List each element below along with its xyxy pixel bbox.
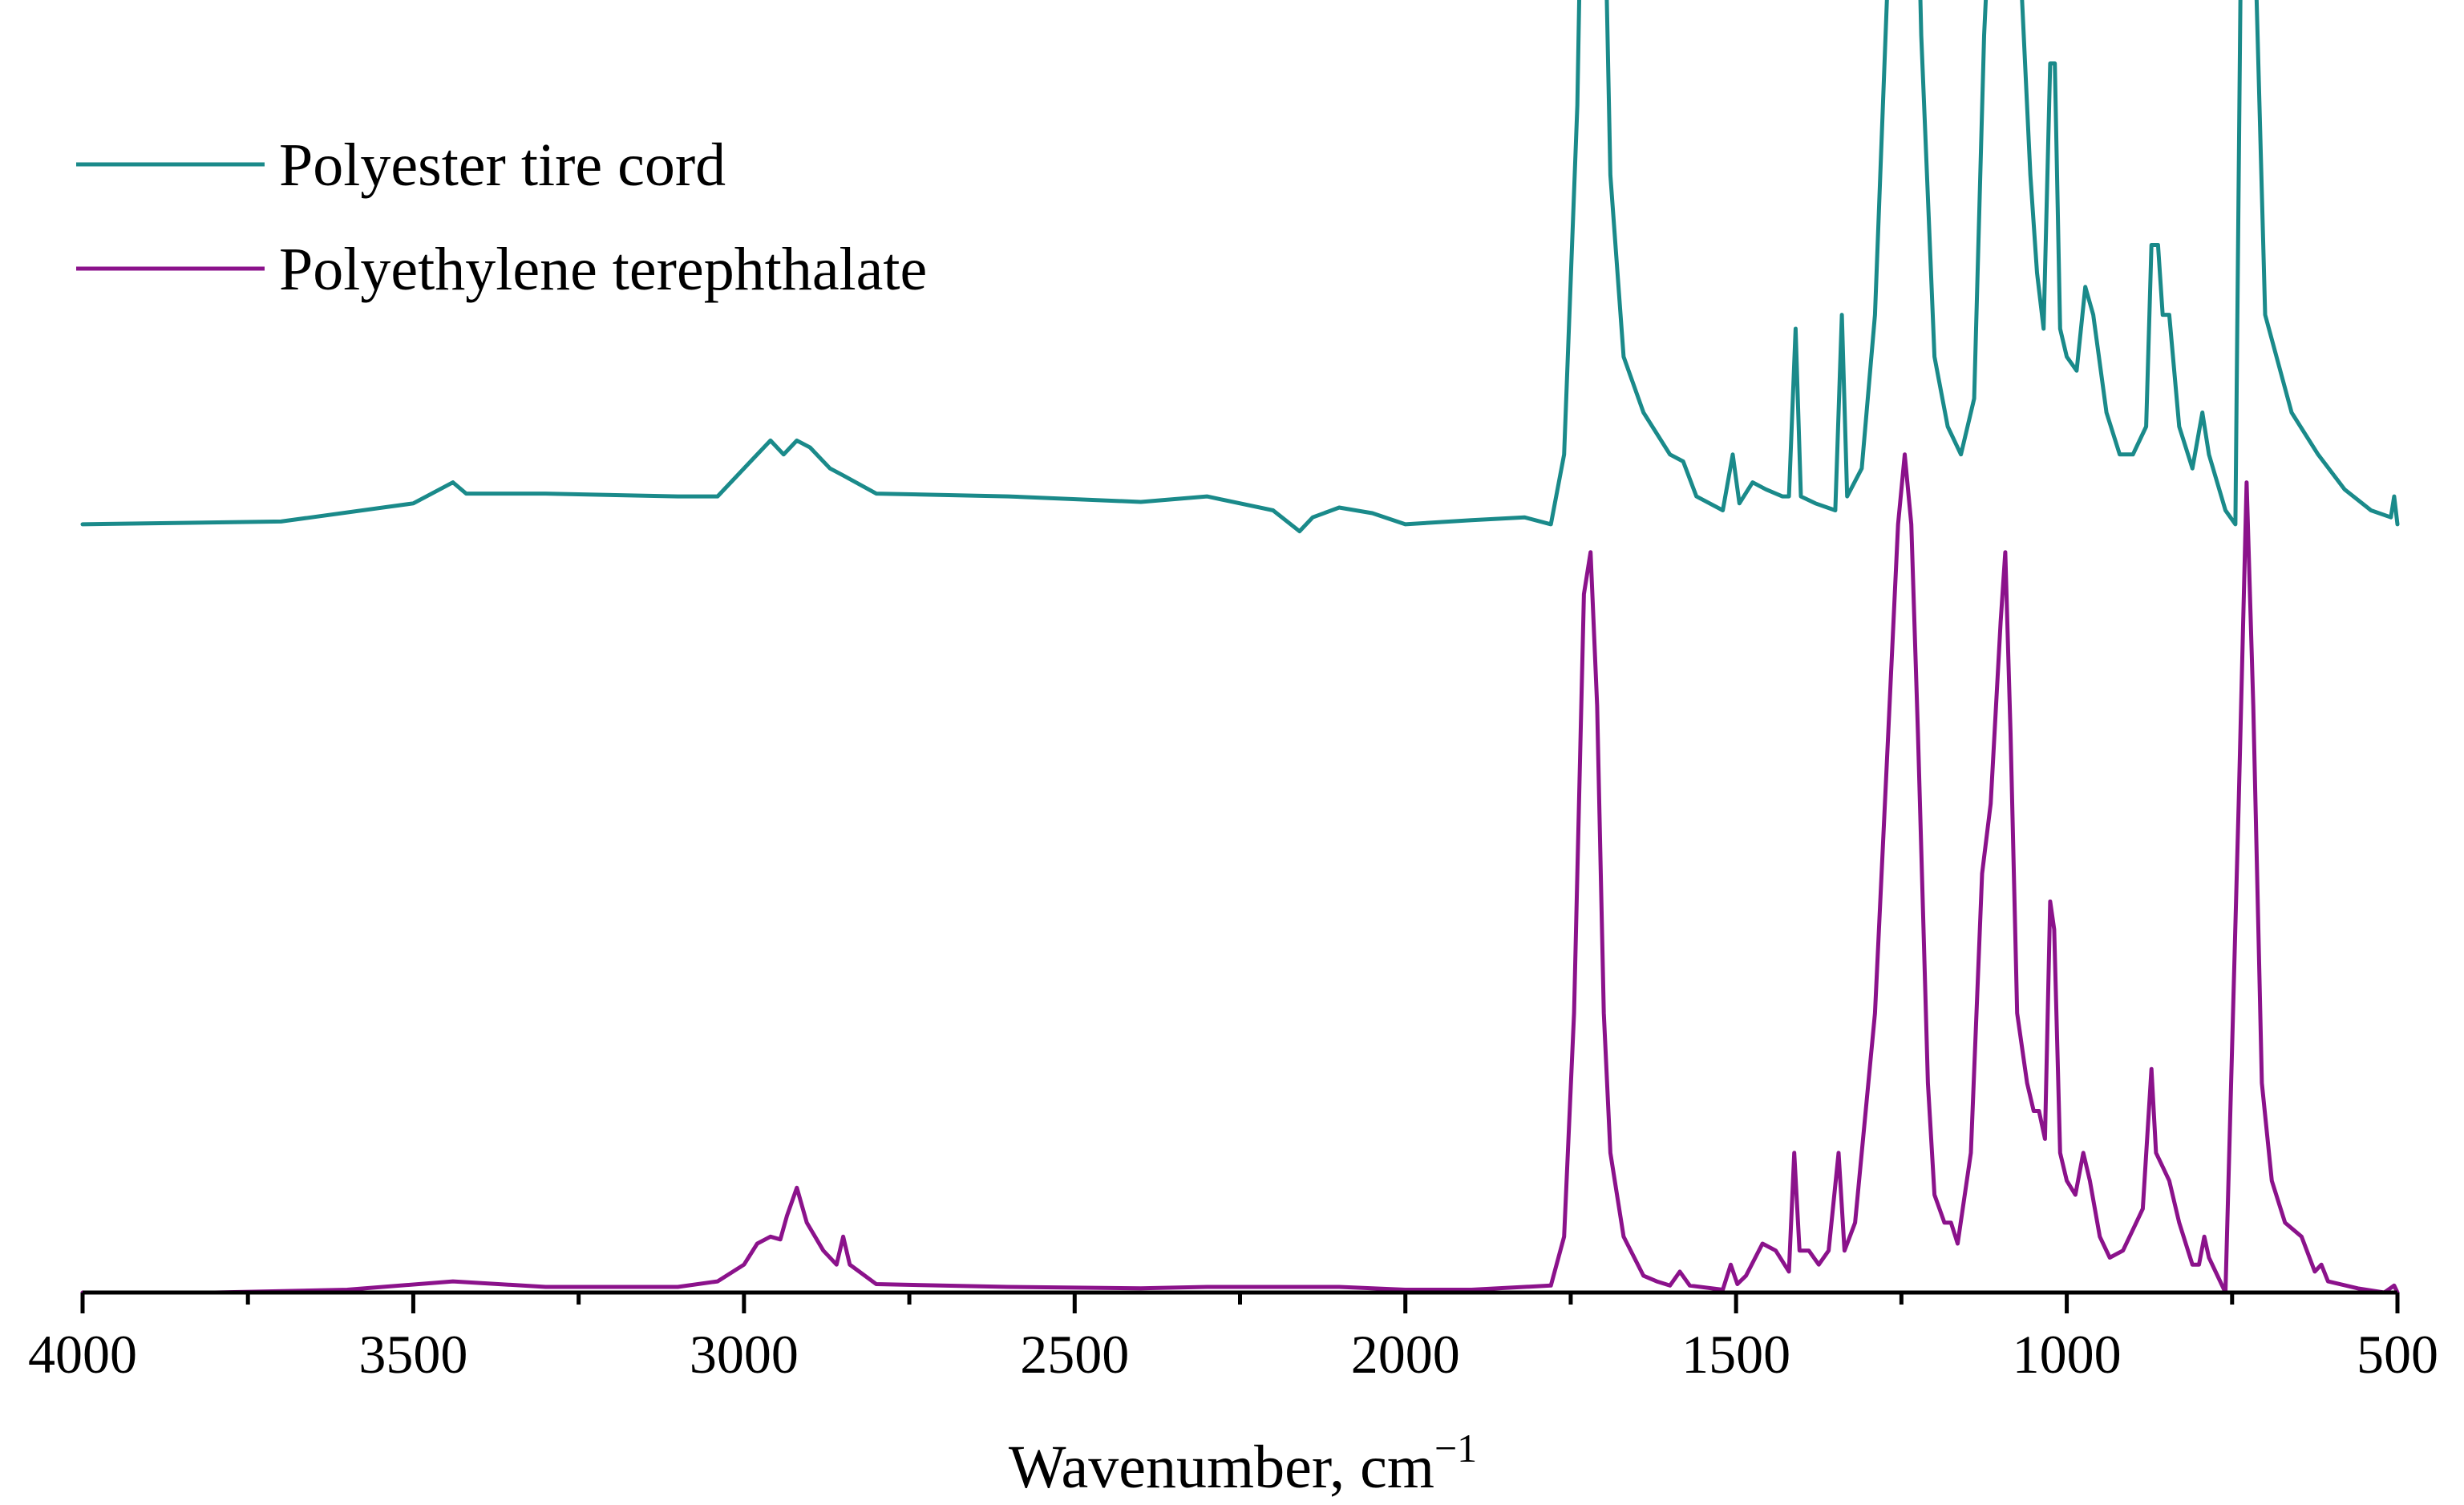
- x-tick-label: 500: [2357, 1324, 2438, 1385]
- x-tick-label: 3500: [358, 1324, 467, 1385]
- series-line-1: [80, 0, 2400, 534]
- x-axis-title: Wavenumber, cm−1: [1009, 1426, 1477, 1501]
- series-layer: [80, 0, 2400, 1295]
- x-tick-label: 1500: [1681, 1324, 1790, 1385]
- x-tick-label: 2000: [1351, 1324, 1460, 1385]
- legend-label-1: Polyester tire cord: [279, 131, 726, 199]
- x-axis-title-superscript: −1: [1434, 1426, 1477, 1471]
- series-line-2: [80, 452, 2400, 1295]
- x-axis-title-main: Wavenumber, cm: [1009, 1434, 1434, 1501]
- x-tick-label: 3000: [690, 1324, 799, 1385]
- x-tick-label: 2500: [1020, 1324, 1129, 1385]
- x-tick-label: 4000: [28, 1324, 137, 1385]
- legend: Polyester tire cord Polyethylene terephth…: [76, 131, 927, 303]
- x-tick-label: 1000: [2013, 1324, 2122, 1385]
- legend-label-2: Polyethylene terephthalate: [279, 236, 927, 303]
- x-tick-labels: 4000 3500 3000 2500 2000 1500 1000 500: [28, 1324, 2438, 1385]
- x-ticks: [80, 1293, 2400, 1313]
